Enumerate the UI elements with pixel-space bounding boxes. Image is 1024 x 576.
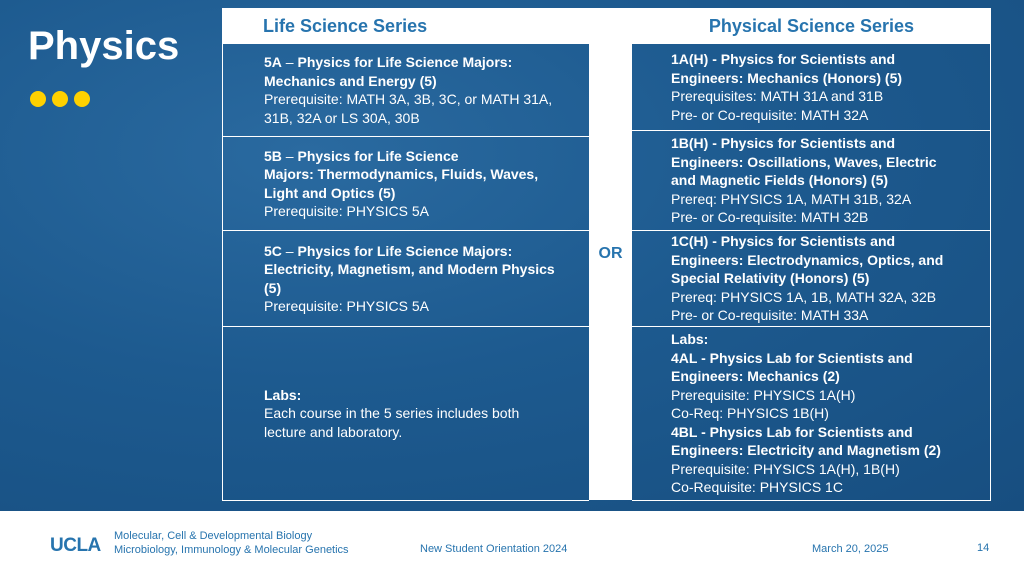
prerequisite-text: Prerequisite: MATH 3A, 3B, 3C, or MATH 3… (264, 91, 553, 107)
labs-title: Labs: (264, 386, 302, 403)
prerequisite-text: Pre- or Co-requisite: MATH 32B (671, 209, 869, 226)
course-5c: 5C – Physics for Life Science Majors: El… (222, 231, 589, 327)
course-1c: 1C(H) - Physics for Scientists and Engin… (632, 231, 991, 327)
prerequisite-text: Co-Requisite: PHYSICS 1C (671, 479, 843, 496)
decorative-dots (30, 91, 90, 107)
course-title-line: Mechanics and Energy (5) (264, 72, 437, 89)
dot-icon (74, 91, 90, 107)
prerequisite-text: Prerequisite: PHYSICS 5A (264, 298, 429, 314)
labs-life-science: Labs: Each course in the 5 series includ… (222, 327, 589, 501)
or-label: OR (598, 245, 623, 262)
life-science-header: Life Science Series (222, 8, 589, 44)
prerequisite-text: Pre- or Co-requisite: MATH 32A (671, 106, 869, 123)
prerequisite-text: Prerequisites: MATH 31A and 31B (671, 88, 884, 104)
slide-footer (0, 511, 1024, 576)
labs-physical-science: Labs: 4AL - Physics Lab for Scientists a… (632, 327, 991, 501)
course-title-line: and Magnetic Fields (Honors) (5) (671, 172, 889, 189)
dot-icon (30, 91, 46, 107)
course-title-line: Engineers: Mechanics (Honors) (5) (671, 69, 903, 86)
lab-title-line: Engineers: Electricity and Magnetism (2) (671, 442, 941, 459)
prerequisite-text: Prerequisite: PHYSICS 1A(H) (671, 386, 856, 403)
course-title-line: Electricity, Magnetism, and Modern Physi… (264, 261, 555, 277)
course-title-line: 1A(H) - Physics for Scientists and (671, 51, 896, 67)
course-title-line: 1C(H) - Physics for Scientists and (671, 233, 896, 250)
prerequisite-text: Co-Req: PHYSICS 1B(H) (671, 405, 829, 422)
prerequisite-text: Prereq: PHYSICS 1A, 1B, MATH 32A, 32B (671, 288, 937, 305)
page-number: 14 (977, 542, 990, 554)
course-5b: 5B – Physics for Life Science Majors: Th… (222, 137, 589, 231)
footer-event: New Student Orientation 2024 (420, 543, 568, 555)
course-title-line: Majors: Thermodynamics, Fluids, Waves, (264, 166, 539, 182)
course-title-line: 1B(H) - Physics for Scientists and (671, 135, 896, 152)
prerequisite-text: Pre- or Co-requisite: MATH 33A (671, 307, 869, 324)
prerequisite-text: Prerequisite: PHYSICS 5A (264, 203, 429, 219)
course-title-line: Light and Optics (5) (264, 184, 396, 201)
course-title-line: 5B – Physics for Life Science (264, 147, 459, 164)
ucla-logo: UCLA (50, 535, 101, 556)
footer-department: Molecular, Cell & Developmental Biology (114, 530, 313, 542)
slide-title: Physics (28, 24, 180, 68)
prerequisite-text: 31B, 32A or LS 30A, 30B (264, 109, 420, 126)
lab-title-line: Engineers: Mechanics (2) (671, 368, 840, 385)
or-column (589, 8, 632, 500)
dot-icon (52, 91, 68, 107)
footer-department: Microbiology, Immunology & Molecular Gen… (114, 544, 349, 556)
course-title-line: Special Relativity (Honors) (5) (671, 270, 870, 287)
labs-text: lecture and laboratory. (264, 423, 403, 440)
course-title-line: 5A – Physics for Life Science Majors: (264, 54, 513, 70)
lab-title-line: 4AL - Physics Lab for Scientists and (671, 349, 913, 366)
course-title-line: Engineers: Oscillations, Waves, Electric (671, 153, 937, 170)
labs-text: Each course in the 5 series includes bot… (264, 405, 520, 422)
course-title-line: (5) (264, 279, 282, 296)
slide-background (0, 0, 1024, 511)
course-title-line: Engineers: Electrodynamics, Optics, and (671, 251, 944, 268)
prerequisite-text: Prerequisite: PHYSICS 1A(H), 1B(H) (671, 460, 900, 477)
course-title-line: 5C – Physics for Life Science Majors: (264, 242, 513, 259)
course-1b: 1B(H) - Physics for Scientists and Engin… (632, 131, 991, 231)
lab-title-line: 4BL - Physics Lab for Scientists and (671, 423, 913, 440)
course-5a: 5A – Physics for Life Science Majors: Me… (222, 44, 589, 137)
prerequisite-text: Prereq: PHYSICS 1A, MATH 31B, 32A (671, 190, 912, 207)
labs-title: Labs: (671, 331, 709, 348)
footer-date: March 20, 2025 (812, 543, 889, 555)
physical-science-header: Physical Science Series (632, 8, 991, 44)
course-1a: 1A(H) - Physics for Scientists and Engin… (632, 44, 991, 131)
